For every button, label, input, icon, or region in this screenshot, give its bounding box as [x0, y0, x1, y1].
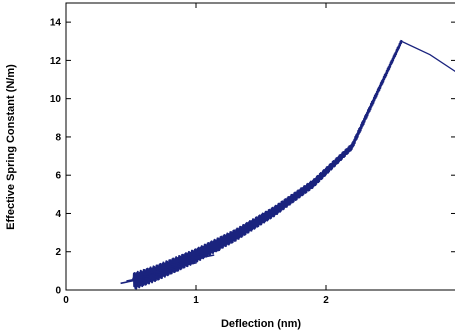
y-tick-label: 0 — [55, 286, 61, 297]
y-tick-label: 10 — [50, 94, 62, 105]
plot-frame — [65, 2, 455, 291]
axis-ticks — [65, 3, 455, 291]
y-tick-label: 4 — [55, 209, 61, 220]
series-line-rising — [132, 39, 403, 290]
x-tick-label: 1 — [193, 295, 199, 306]
series-streak — [190, 254, 215, 261]
series-line-falling — [401, 40, 455, 72]
series-streak — [173, 261, 197, 269]
x-tick-label: 0 — [63, 295, 69, 306]
series-streak — [120, 277, 145, 285]
y-tick-label: 14 — [50, 18, 62, 29]
series-streak — [196, 249, 221, 256]
x-axis-label: Deflection (nm) — [221, 318, 301, 330]
series-streak — [137, 276, 162, 283]
x-tick-label: 2 — [323, 295, 329, 306]
series-streak — [155, 269, 180, 276]
y-tick-label: 6 — [55, 171, 61, 182]
y-tick-label: 2 — [55, 247, 61, 258]
series-streak — [132, 273, 156, 280]
y-axis-label: Effective Spring Constant (N/m) — [5, 64, 17, 230]
series-layer — [120, 39, 455, 290]
y-tick-label: 8 — [55, 132, 61, 143]
y-tick-label: 12 — [50, 56, 62, 67]
